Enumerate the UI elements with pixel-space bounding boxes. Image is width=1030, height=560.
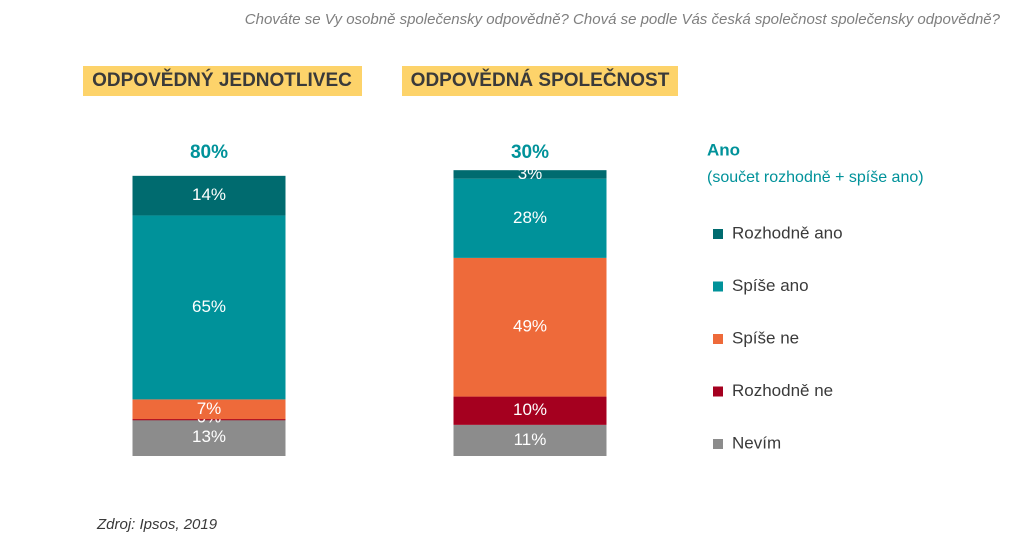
data-label: 28% [513, 208, 547, 227]
heading-highlight [402, 66, 678, 96]
bar-segment [453, 170, 607, 179]
bar-segment [453, 396, 607, 425]
legend-label: Nevím [732, 433, 781, 452]
legend-swatch [713, 229, 723, 239]
data-label: 7% [197, 399, 222, 418]
data-label: 65% [192, 297, 226, 316]
data-label: 14% [192, 185, 226, 204]
bar-segment [453, 257, 607, 397]
total-label: 30% [511, 142, 549, 163]
legend-label: Spíše ne [732, 328, 799, 347]
data-label: 13% [192, 427, 226, 446]
bar-segment [132, 215, 286, 400]
legend-subtitle: (součet rozhodně + spíše ano) [707, 169, 924, 186]
data-label: 11% [514, 430, 547, 449]
data-label: 49% [513, 317, 547, 336]
chart-title: Chováte se Vy osobně společensky odpověd… [245, 11, 1001, 28]
bar-segment [453, 178, 607, 258]
data-label: 3% [518, 164, 543, 183]
legend-title: Ano [707, 140, 740, 159]
source-note: Zdroj: Ipsos, 2019 [96, 516, 218, 533]
legend-label: Rozhodně ano [732, 223, 843, 242]
legend-label: Spíše ano [732, 276, 809, 295]
legend-label: Rozhodně ne [732, 381, 833, 400]
legend-swatch [713, 334, 723, 344]
category-heading: ODPOVĚDNÁ SPOLEČNOST [411, 69, 670, 91]
data-label: 10% [513, 400, 547, 419]
category-heading: ODPOVĚDNÝ JEDNOTLIVEC [92, 69, 352, 91]
legend-swatch [713, 386, 723, 397]
bar-segment [132, 175, 286, 216]
legend-swatch [713, 281, 723, 292]
bar-segment [132, 419, 286, 456]
bar-segment [453, 424, 607, 456]
heading-highlight [83, 66, 362, 96]
bar-segment [132, 399, 286, 420]
legend-swatch [713, 439, 723, 449]
total-label: 80% [190, 142, 228, 163]
